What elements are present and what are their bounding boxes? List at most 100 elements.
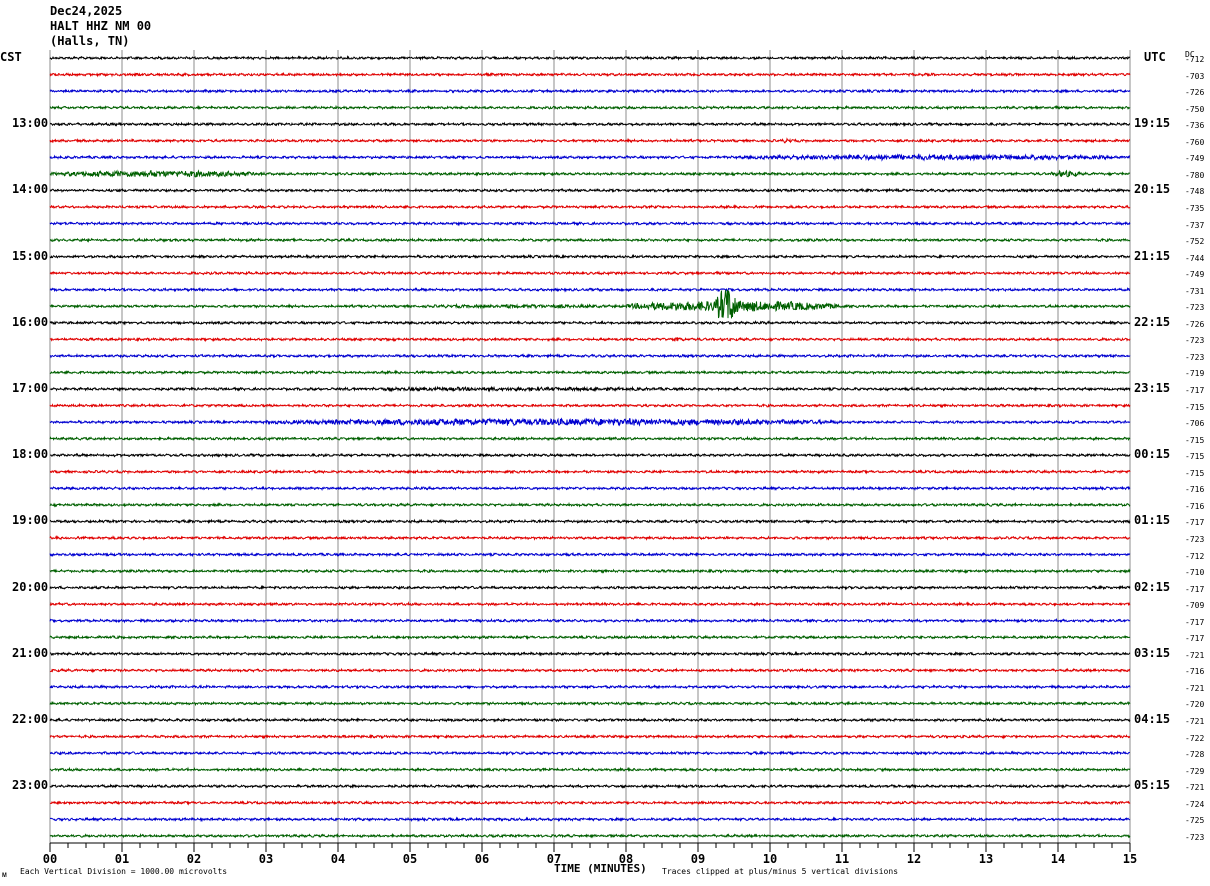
seismic-trace (49, 766, 1131, 773)
dc-offset-value: -719 (1185, 369, 1205, 379)
seismic-trace (49, 289, 1131, 319)
x-tick-label: 12 (907, 852, 921, 866)
seismic-trace (49, 468, 1131, 475)
dc-offset-value: -716 (1185, 501, 1205, 511)
dc-offset-value: -723 (1185, 832, 1205, 842)
seismic-trace (49, 435, 1131, 442)
seismic-trace (49, 634, 1131, 641)
seismic-trace (49, 700, 1131, 707)
seismic-trace (49, 319, 1131, 326)
cst-hour-label: 15:00 (12, 248, 49, 263)
dc-offset-value: -717 (1185, 518, 1205, 528)
seismic-trace (49, 501, 1131, 508)
utc-hour-label: 03:15 (1134, 645, 1171, 660)
dc-offset-value: -717 (1185, 617, 1205, 627)
dc-offset-value: -721 (1185, 683, 1205, 693)
utc-hour-label: 00:15 (1134, 447, 1171, 462)
seismic-trace (49, 169, 1131, 178)
seismic-trace (49, 568, 1131, 575)
seismic-trace (49, 153, 1131, 162)
seismic-trace (49, 534, 1131, 541)
utc-hour-label: 02:15 (1134, 579, 1171, 594)
dc-offset-value: -717 (1185, 634, 1205, 644)
dc-offset-value: -721 (1185, 650, 1205, 660)
dc-offset-value: -717 (1185, 386, 1205, 395)
utc-hour-label: 20:15 (1134, 182, 1171, 197)
utc-hour-label: 21:15 (1134, 248, 1171, 263)
seismic-trace (49, 104, 1131, 111)
seismic-trace (49, 750, 1131, 757)
station-code: HALT HHZ NM 00 (50, 19, 152, 33)
utc-hour-label: 04:15 (1134, 712, 1171, 726)
seismic-trace (49, 237, 1131, 243)
x-tick-label: 07 (547, 852, 561, 866)
dc-offset-value: -706 (1185, 419, 1205, 429)
seismic-trace (49, 402, 1131, 409)
cst-hour-label: 16:00 (12, 314, 49, 329)
dc-offset-value: -726 (1185, 88, 1205, 98)
seismic-trace (49, 452, 1131, 459)
seismic-trace (49, 203, 1131, 210)
seismic-trace (49, 88, 1131, 94)
dc-offset-value: -728 (1185, 750, 1205, 760)
dc-offset-value: -712 (1185, 55, 1205, 64)
x-tick-label: 05 (403, 852, 417, 866)
left-timezone-label: CST (0, 50, 22, 64)
dc-offset-value: -737 (1185, 220, 1205, 230)
dc-offset-value: -729 (1185, 766, 1205, 776)
dc-offset-value: -715 (1185, 435, 1205, 445)
seismic-trace (49, 667, 1131, 674)
dc-column-label: DC (1185, 50, 1195, 59)
x-tick-label: 02 (187, 852, 201, 866)
dc-offset-value: -735 (1185, 203, 1205, 213)
cst-hour-label: 21:00 (12, 645, 49, 660)
seismic-trace (49, 417, 1131, 427)
seismic-trace (49, 683, 1131, 690)
x-tick-label: 09 (691, 852, 705, 866)
x-tick-label: 13 (979, 852, 993, 866)
dc-offset-value: -716 (1185, 485, 1205, 495)
utc-hour-label: 05:15 (1134, 778, 1171, 793)
x-axis-title: TIME (MINUTES) (554, 862, 647, 875)
cst-hour-label: 22:00 (12, 712, 49, 726)
dc-offset-value: -712 (1185, 551, 1205, 561)
dc-offset-value: -715 (1185, 452, 1205, 462)
dc-offset-value: -748 (1185, 187, 1205, 197)
seismic-trace (49, 617, 1131, 624)
plot-date: Dec24,2025 (50, 4, 123, 18)
dc-offset-value: -721 (1185, 717, 1205, 726)
x-tick-label: 06 (475, 852, 489, 866)
seismic-trace (49, 733, 1131, 740)
dc-offset-value: -720 (1185, 700, 1205, 710)
dc-offset-value: -716 (1185, 667, 1205, 677)
seismic-trace (49, 54, 1131, 61)
dc-offset-value: -721 (1185, 783, 1205, 793)
corner-mark: ᴍ (2, 870, 7, 879)
seismic-trace (49, 650, 1131, 657)
dc-offset-value: -723 (1185, 534, 1205, 544)
seismic-trace (49, 584, 1131, 591)
cst-hour-label: 19:00 (12, 513, 49, 528)
seismic-trace (49, 137, 1131, 144)
x-tick-label: 15 (1123, 852, 1137, 866)
cst-hour-label: 23:00 (12, 778, 49, 793)
seismic-trace (49, 286, 1131, 293)
dc-offset-value: -780 (1185, 170, 1205, 180)
x-tick-label: 08 (619, 852, 633, 866)
dc-offset-value: -715 (1185, 468, 1205, 478)
right-timezone-label: UTC (1144, 50, 1166, 64)
dc-offset-value: -722 (1185, 733, 1205, 743)
seismic-trace (49, 551, 1131, 558)
seismic-trace (49, 485, 1131, 492)
utc-hour-label: 19:15 (1134, 116, 1171, 131)
dc-offset-value: -723 (1185, 303, 1205, 313)
dc-offset-value: -710 (1185, 568, 1205, 578)
dc-offset-value: -726 (1185, 319, 1205, 329)
seismic-trace (49, 187, 1131, 194)
dc-offset-value: -723 (1185, 352, 1205, 362)
dc-offset-value: -724 (1185, 799, 1205, 809)
seismic-trace (49, 783, 1131, 790)
cst-hour-label: 14:00 (12, 182, 49, 197)
dc-offset-value: -749 (1185, 270, 1205, 280)
x-tick-label: 03 (259, 852, 273, 866)
